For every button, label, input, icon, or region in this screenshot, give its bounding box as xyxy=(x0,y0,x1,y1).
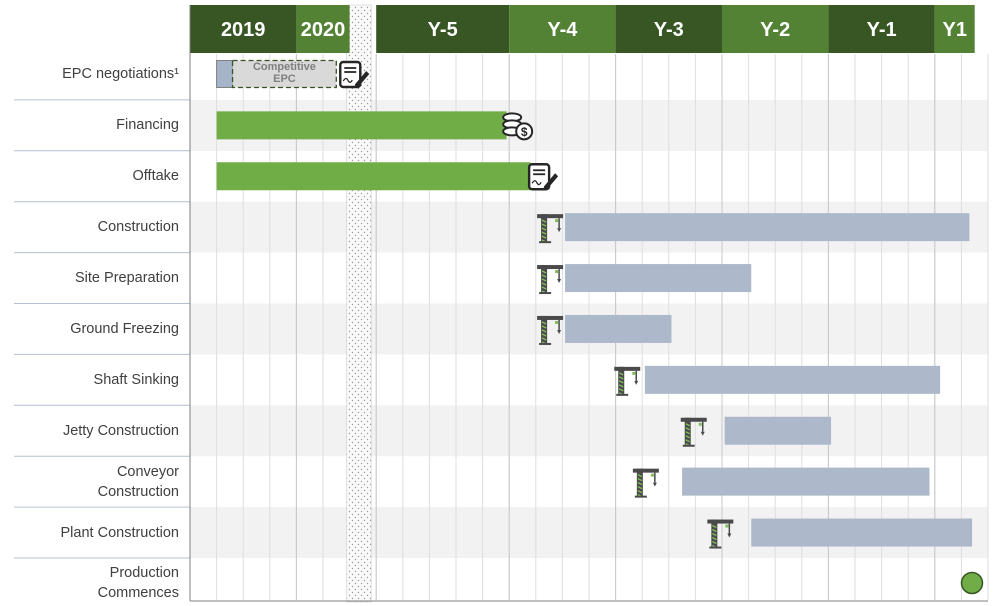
gantt-bar xyxy=(682,467,930,496)
gantt-bar xyxy=(216,111,507,140)
period-label: Y-4 xyxy=(547,19,578,41)
bar-label: EPC xyxy=(273,73,296,85)
period-label: Y-2 xyxy=(760,19,790,41)
timeline-break xyxy=(346,4,372,603)
contract-icon xyxy=(339,60,370,89)
row-label: Shaft Sinking xyxy=(93,371,179,388)
row-label: Jetty Construction xyxy=(62,422,179,439)
period-label: 2020 xyxy=(301,19,346,41)
period-header xyxy=(615,5,722,53)
crane-icon xyxy=(680,417,707,447)
period-header xyxy=(376,5,510,53)
period-header xyxy=(190,5,297,53)
row-label: Site Preparation xyxy=(75,270,179,287)
period-header xyxy=(296,5,350,53)
gantt-bar xyxy=(565,314,672,343)
crane-icon xyxy=(632,468,659,498)
crane-icon xyxy=(537,265,564,295)
gantt-bar xyxy=(216,60,234,88)
crane-icon xyxy=(537,315,564,345)
bar-label: Competitive xyxy=(253,61,316,73)
period-header xyxy=(934,5,975,53)
row-label: Production Commences xyxy=(97,565,179,602)
contract-icon xyxy=(527,163,559,191)
row-label: Ground Freezing xyxy=(70,320,179,337)
gantt-bar xyxy=(565,264,752,293)
period-header xyxy=(722,5,829,53)
row-label: Conveyor Construction xyxy=(97,463,179,500)
period-header xyxy=(828,5,935,53)
coins-icon: $ xyxy=(502,112,534,141)
crane-icon xyxy=(707,519,734,549)
svg-text:$: $ xyxy=(521,125,528,139)
row-label: EPC negotiations¹ xyxy=(62,66,179,82)
period-label: Y1 xyxy=(943,19,967,41)
gantt-bar xyxy=(724,416,832,445)
gantt-bar xyxy=(751,518,973,547)
milestone-marker xyxy=(960,571,984,595)
gantt-bar xyxy=(565,213,970,242)
gantt-bar xyxy=(231,59,337,89)
crane-icon xyxy=(537,214,564,244)
row-label: Offtake xyxy=(132,168,179,185)
period-label: Y-1 xyxy=(867,19,897,41)
row-label: Construction xyxy=(97,219,179,236)
row-label: Financing xyxy=(116,117,179,134)
period-header xyxy=(509,5,616,53)
crane-icon xyxy=(614,366,641,396)
gantt-bar xyxy=(644,365,941,394)
period-label: Y-3 xyxy=(654,19,684,41)
gantt-bar xyxy=(216,162,531,191)
period-label: 2019 xyxy=(221,19,266,41)
period-label: Y-5 xyxy=(428,19,458,41)
row-label: Plant Construction xyxy=(60,524,179,541)
